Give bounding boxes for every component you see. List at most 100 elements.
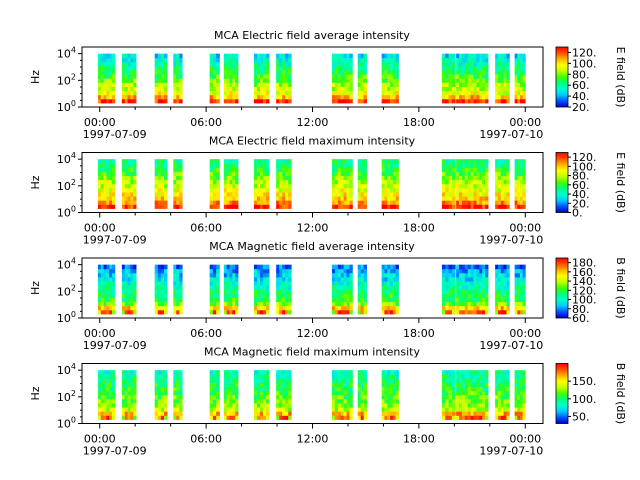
x-tick-label: 18:00	[403, 433, 435, 446]
spectrogram-cell	[387, 179, 391, 185]
spectrogram-cell	[266, 204, 270, 209]
spectrogram-cell	[121, 175, 126, 181]
spectrogram-cell	[160, 78, 165, 83]
spectrogram-cell	[470, 370, 474, 375]
spectrogram-cell	[357, 297, 362, 303]
spectrogram-cell	[216, 289, 220, 294]
spectrogram-cell	[176, 175, 180, 181]
spectrogram-cell	[390, 264, 394, 270]
spectrogram-cell	[257, 192, 261, 197]
spectrogram-cell	[395, 268, 399, 274]
spectrogram-cell	[445, 171, 449, 177]
spectrogram-cell	[253, 390, 258, 396]
spectrogram-cell	[130, 407, 134, 412]
spectrogram-cell	[349, 78, 353, 83]
spectrogram-cell	[500, 159, 505, 164]
spectrogram-cell	[232, 179, 236, 185]
colorbar-tick-label: 40.	[572, 90, 590, 103]
spectrogram-cell	[100, 86, 104, 92]
spectrogram-cell	[381, 82, 385, 87]
spectrogram-cell	[500, 370, 505, 375]
spectrogram-cell	[387, 403, 391, 408]
spectrogram-cell	[260, 390, 264, 396]
spectrogram-cell	[514, 175, 518, 181]
spectrogram-cell	[503, 66, 507, 71]
spectrogram-cell	[209, 78, 214, 83]
spectrogram-cell	[473, 264, 477, 270]
spectrogram-cell	[229, 179, 233, 185]
spectrogram-cell	[124, 74, 128, 79]
spectrogram-cell	[456, 82, 460, 87]
spectrogram-cell	[519, 297, 524, 303]
spectrogram-cell	[209, 301, 214, 307]
spectrogram-cell	[451, 53, 456, 59]
spectrogram-cell	[343, 86, 347, 92]
spectrogram-cell	[106, 378, 110, 383]
spectrogram-cell	[279, 196, 283, 201]
spectrogram-cell	[395, 159, 399, 164]
spectrogram-cell	[390, 394, 394, 400]
spectrogram-cell	[360, 200, 365, 205]
spectrogram-cell	[212, 398, 217, 404]
spectrogram-cell	[384, 94, 388, 100]
spectrogram-cell	[343, 268, 347, 274]
spectrogram-cell	[363, 301, 367, 307]
spectrogram-cell	[448, 74, 453, 79]
spectrogram-cell	[229, 94, 233, 100]
spectrogram-cell	[121, 171, 126, 177]
spectrogram-cell	[363, 289, 367, 294]
spectrogram-cell	[179, 301, 183, 307]
spectrogram-cell	[100, 309, 104, 315]
spectrogram-cell	[282, 159, 286, 164]
spectrogram-cell	[127, 179, 131, 185]
spectrogram-cell	[479, 183, 483, 189]
spectrogram-cell	[160, 386, 165, 392]
spectrogram-cell	[479, 378, 483, 383]
spectrogram-cell	[235, 403, 239, 408]
spectrogram-cell	[179, 415, 183, 420]
spectrogram-cell	[451, 398, 456, 404]
spectrogram-cell	[506, 171, 510, 177]
spectrogram-cell	[127, 289, 131, 294]
spectrogram-cell	[470, 378, 474, 383]
spectrogram-cell	[459, 285, 463, 290]
spectrogram-cell	[235, 289, 239, 294]
spectrogram-cell	[232, 407, 236, 412]
spectrogram-cell	[127, 415, 131, 420]
spectrogram-cell	[100, 196, 104, 201]
spectrogram-cell	[470, 309, 474, 315]
spectrogram-cell	[340, 289, 345, 294]
spectrogram-cell	[357, 90, 362, 96]
spectrogram-cell	[459, 200, 463, 205]
spectrogram-cell	[223, 264, 228, 270]
spectrogram-cell	[111, 386, 116, 392]
spectrogram-cell	[223, 378, 228, 383]
spectrogram-cell	[497, 382, 502, 388]
spectrogram-cell	[381, 192, 385, 197]
spectrogram-cell	[384, 394, 388, 400]
spectrogram-cell	[476, 163, 480, 168]
spectrogram-cell	[111, 407, 116, 412]
spectrogram-cell	[160, 305, 165, 311]
spectrogram-cell	[263, 277, 267, 282]
spectrogram-cell	[392, 183, 397, 189]
spectrogram-cell	[451, 264, 456, 270]
spectrogram-cell	[337, 289, 342, 294]
spectrogram-cell	[500, 86, 505, 92]
spectrogram-cell	[282, 403, 286, 408]
spectrogram-cell	[226, 175, 230, 181]
spectrogram-cell	[100, 70, 104, 75]
spectrogram-cell	[173, 94, 177, 100]
spectrogram-cell	[445, 411, 449, 416]
spectrogram-cell	[223, 268, 228, 274]
spectrogram-cell	[235, 98, 239, 104]
x-tick-label: 00:00	[84, 116, 116, 129]
spectrogram-cell	[176, 370, 180, 375]
spectrogram-cell	[445, 159, 449, 164]
spectrogram-cell	[106, 398, 110, 404]
spectrogram-cell	[514, 94, 518, 100]
spectrogram-cell	[127, 98, 131, 104]
spectrogram-cell	[363, 411, 367, 416]
spectrogram-cell	[349, 94, 353, 100]
spectrogram-cell	[461, 57, 466, 63]
